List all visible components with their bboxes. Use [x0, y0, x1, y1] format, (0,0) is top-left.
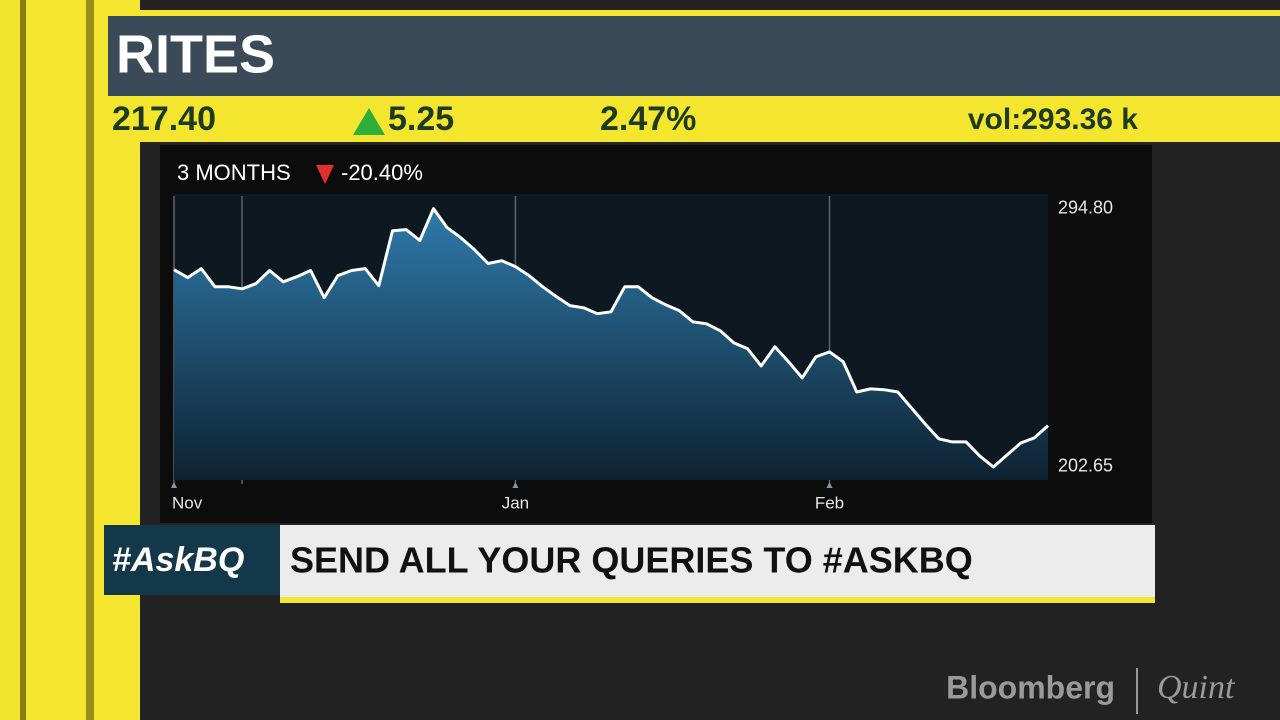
stripe: [26, 0, 86, 720]
header-bar: [108, 16, 1280, 96]
chart-subtitle: 3 MONTHS: [177, 160, 291, 185]
banner-box: [280, 525, 1155, 597]
ticker-name: RITES: [116, 24, 275, 84]
chart: Nov Jan Feb 202.65 294.80: [171, 196, 1113, 512]
stripe: [86, 0, 94, 720]
area: [174, 208, 1048, 480]
down-arrow: [316, 165, 334, 184]
up-arrow: [353, 108, 385, 135]
x-tick-label: Jan: [502, 493, 529, 512]
y-tick-label: 294.80: [1058, 197, 1113, 217]
price: 217.40: [112, 100, 216, 138]
y-tick-label: 202.65: [1058, 456, 1113, 476]
logo-right: Quint: [1157, 669, 1236, 706]
stripe: [20, 0, 26, 720]
volume: vol:293.36 k: [968, 103, 1138, 136]
x-tick-label: Feb: [815, 493, 844, 512]
x-tick: [171, 482, 177, 488]
banner-text: SEND ALL YOUR QUERIES TO #ASKBQ: [290, 540, 973, 581]
banner-tag-box: [104, 525, 280, 595]
logo-left: Bloomberg: [946, 669, 1115, 705]
change: 5.25: [388, 100, 454, 138]
x-tick-label: Nov: [172, 493, 203, 512]
period-change: -20.40%: [341, 160, 423, 185]
change-pct: 2.47%: [600, 100, 696, 138]
banner-underline: [280, 597, 1155, 603]
x-tick: [826, 482, 833, 488]
x-tick: [512, 482, 519, 488]
quote-strip: [103, 100, 1280, 142]
banner-tag: #AskBQ: [112, 541, 244, 579]
stripe: [0, 0, 20, 720]
line: [173, 207, 1050, 469]
